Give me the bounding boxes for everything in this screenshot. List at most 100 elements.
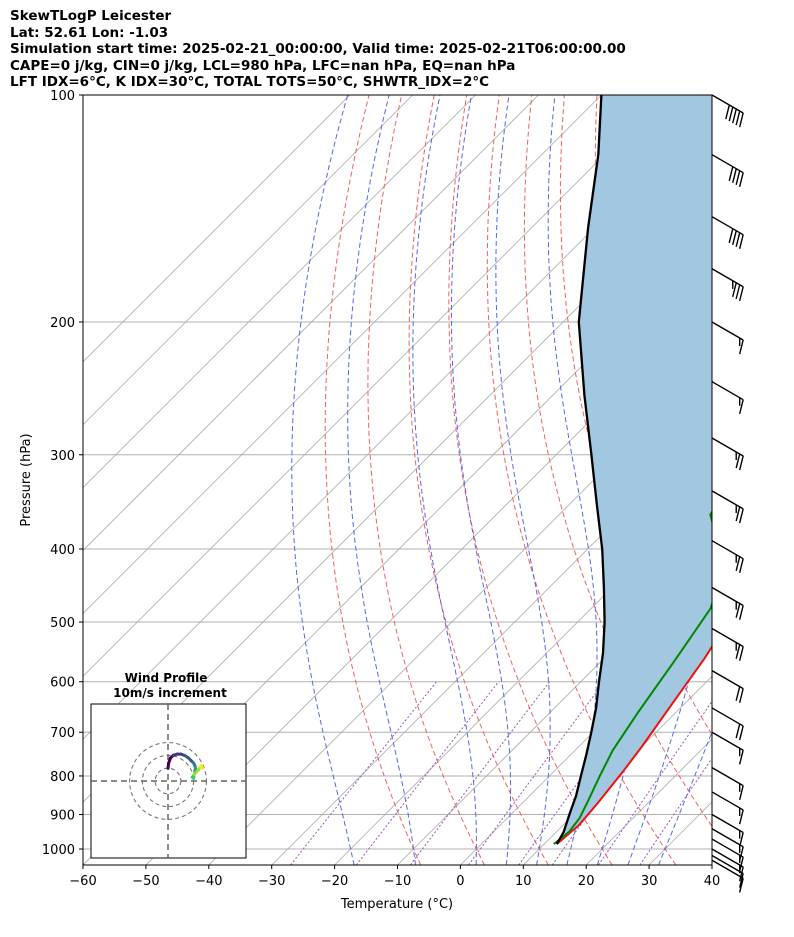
hodograph-segment	[199, 764, 205, 770]
isotherm	[83, 95, 602, 614]
wind-barb	[711, 437, 744, 471]
profile-lines	[553, 95, 712, 845]
barb-feather	[735, 603, 741, 618]
barb-feather	[738, 172, 744, 187]
wind-barb	[711, 94, 744, 128]
barb-feather	[738, 339, 744, 355]
location-line: Lat: 52.61 Lon: -1.03	[10, 24, 169, 41]
x-tick-label: −20	[321, 874, 348, 889]
index-params-line: LFT IDX=6°C, K IDX=30°C, TOTAL TOTS=50°C…	[10, 74, 490, 90]
barb-staff	[711, 490, 744, 510]
barb-staff	[711, 731, 744, 751]
barb-staff	[711, 707, 744, 727]
hodograph-title: Wind Profile	[125, 671, 208, 685]
barb-feather	[732, 230, 737, 245]
barb-feather	[738, 286, 744, 302]
dry-adiabat	[448, 95, 613, 865]
isotherm	[83, 95, 413, 426]
moist-adiabat	[412, 95, 477, 865]
dry-adiabat	[367, 95, 485, 865]
mixing-ratio-line	[409, 681, 550, 865]
barb-staff	[711, 216, 744, 236]
barb-staff	[711, 828, 744, 848]
barb-feather	[738, 725, 744, 741]
barb-feather	[738, 878, 744, 893]
barb-feather	[735, 232, 741, 247]
time-line: Simulation start time: 2025-02-21_00:00:…	[10, 41, 626, 57]
dry-adiabat	[727, 95, 794, 865]
barb-feather	[728, 106, 734, 122]
wind-barb	[711, 670, 744, 703]
isotherm	[83, 95, 351, 363]
y-tick-label: 500	[50, 616, 75, 631]
barb-feather	[735, 170, 741, 185]
barb-feather	[738, 688, 744, 703]
barb-staff	[711, 94, 744, 114]
chart-title: SkewTLogP Leicester	[10, 8, 172, 24]
wind-barb	[711, 854, 744, 888]
dry-adiabat	[486, 95, 677, 865]
mixing-ratio-line	[639, 757, 712, 865]
isotherm	[83, 95, 476, 489]
barb-feather	[738, 234, 744, 249]
barb-staff	[711, 813, 744, 834]
x-tick-label: 20	[578, 874, 595, 889]
x-tick-label: 30	[641, 874, 658, 889]
barb-staff	[711, 268, 744, 288]
isotherm	[397, 549, 712, 865]
wind-barb	[711, 586, 744, 620]
barb-staff	[711, 838, 744, 858]
hodograph-subtitle: 10m/s increment	[113, 686, 227, 700]
axes: −60 −50 −40 −30 −20 −10 0 10 20 30 40 100 200 300 400 5…	[42, 89, 720, 889]
barb-feather	[735, 110, 741, 126]
isotherm	[460, 612, 712, 865]
barb-staff	[711, 791, 744, 811]
wind-barb	[711, 321, 744, 355]
barb-feather	[738, 785, 744, 800]
moist-adiabat	[658, 730, 712, 865]
barb-feather	[735, 556, 741, 571]
moist-adiabat	[547, 95, 598, 865]
isotherm	[523, 675, 712, 865]
barb-staff	[711, 767, 744, 787]
wind-barb	[711, 828, 744, 862]
temperature-line	[556, 644, 712, 845]
barb-feather	[735, 723, 741, 739]
wind-barb	[711, 216, 744, 249]
barb-feather	[738, 809, 744, 825]
x-axis-label: Temperature (°C)	[340, 897, 453, 912]
wind-barbs	[711, 94, 744, 893]
hodograph-content	[91, 704, 246, 858]
barb-feather	[738, 866, 744, 882]
isotherm	[271, 424, 712, 865]
barb-feather	[735, 686, 741, 701]
barb-staff	[711, 540, 744, 560]
isotherm	[334, 487, 712, 865]
barb-feather	[738, 646, 744, 661]
barb-feather	[732, 108, 737, 124]
y-tick-label: 200	[50, 316, 75, 331]
wind-barb	[711, 154, 744, 187]
wind-barb	[711, 540, 744, 573]
barb-feather	[738, 605, 744, 620]
mixing-ratio-line	[290, 681, 437, 865]
y-tick-label: 700	[50, 726, 75, 741]
moist-adiabat	[347, 95, 416, 865]
y-tick-label: 900	[50, 809, 75, 824]
mixing-ratio-line	[518, 681, 652, 865]
barb-staff	[711, 854, 744, 875]
barb-feather	[735, 506, 741, 522]
cape-fill-area	[556, 95, 712, 845]
wind-barb	[711, 791, 744, 825]
x-tick-label: −60	[69, 874, 96, 889]
y-axis-label: Pressure (hPa)	[19, 433, 34, 526]
barb-feather	[735, 284, 741, 300]
y-tick-label: 1000	[42, 843, 75, 858]
y-tick-label: 800	[50, 770, 75, 785]
barb-feather	[738, 750, 744, 765]
barb-feather	[732, 282, 737, 298]
x-tick-label: −10	[384, 874, 411, 889]
moist-adiabat	[450, 95, 512, 865]
